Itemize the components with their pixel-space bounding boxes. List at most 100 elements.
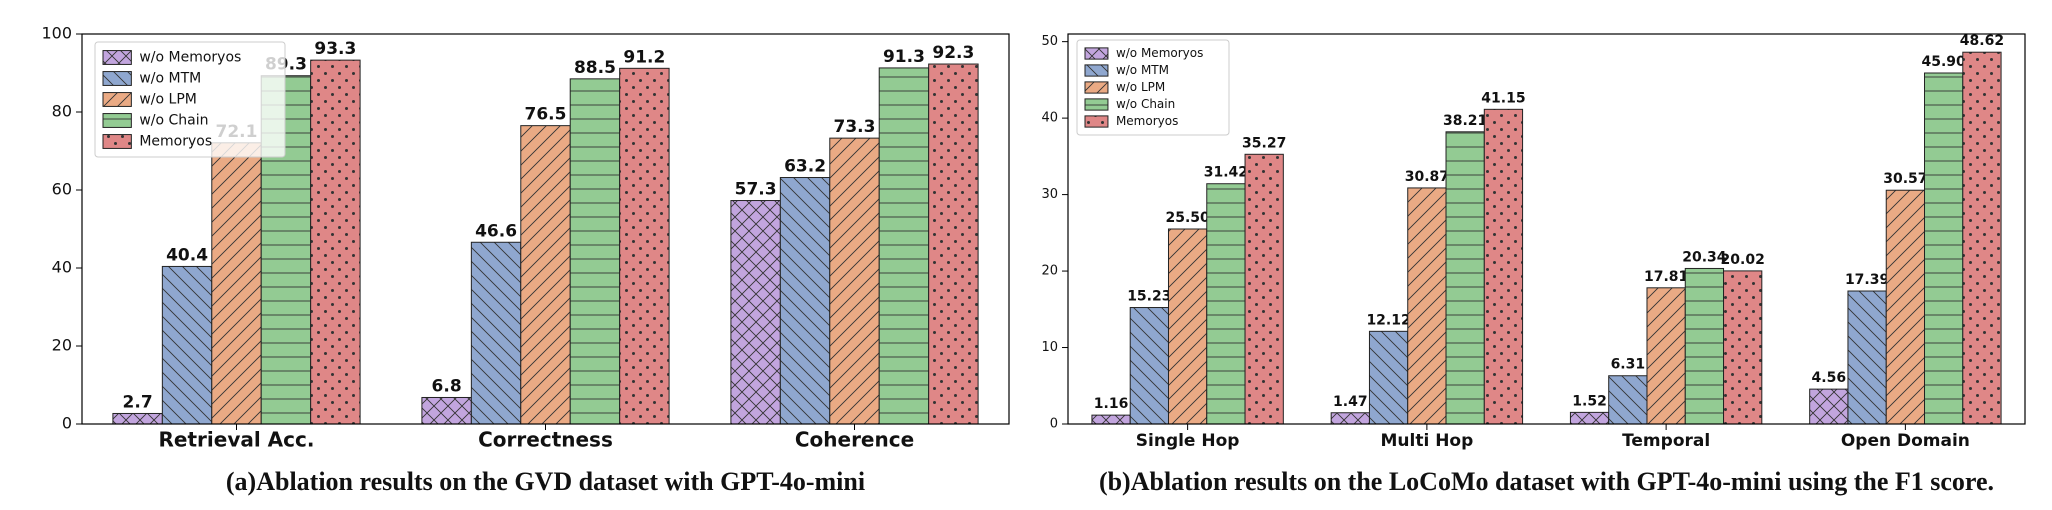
bar bbox=[1330, 412, 1370, 425]
bar bbox=[730, 200, 781, 425]
value-label: 92.3 bbox=[932, 43, 974, 63]
value-label: 57.3 bbox=[735, 180, 777, 200]
value-label: 17.81 bbox=[1644, 269, 1688, 285]
value-label: 46.6 bbox=[475, 221, 517, 241]
bar bbox=[1608, 375, 1648, 425]
plot-frame bbox=[81, 33, 1010, 425]
y-tick-label: 40 bbox=[1041, 111, 1058, 126]
bar bbox=[779, 177, 831, 425]
bar bbox=[1206, 183, 1246, 425]
y-tick-label: 0 bbox=[62, 414, 72, 433]
legend-swatch bbox=[102, 50, 132, 65]
value-label: 31.42 bbox=[1204, 165, 1248, 181]
chart: 0 10 20 30 40 50 Single Hop 1.16 15.23 25.50 31.42… bbox=[1041, 33, 2026, 496]
bar bbox=[1244, 153, 1284, 425]
bar bbox=[1885, 189, 1926, 425]
legend-label: w/o Chain bbox=[139, 113, 208, 129]
bar bbox=[1368, 330, 1409, 425]
value-label: 88.5 bbox=[574, 58, 616, 78]
legend-swatch bbox=[1084, 81, 1109, 94]
bar bbox=[1809, 388, 1849, 425]
legend-label: w/o LPM bbox=[1116, 80, 1165, 94]
y-tick-label: 60 bbox=[52, 180, 72, 199]
value-label: 38.21 bbox=[1443, 113, 1487, 129]
bar bbox=[829, 137, 880, 425]
value-label: 35.27 bbox=[1242, 135, 1286, 151]
legend-swatch bbox=[1084, 47, 1109, 60]
bar bbox=[1483, 108, 1524, 425]
x-tick-label: Multi Hop bbox=[1380, 431, 1473, 451]
legend-label: w/o Chain bbox=[1116, 97, 1175, 111]
value-label: 40.4 bbox=[166, 245, 208, 265]
plot-frame bbox=[1067, 33, 2026, 425]
value-label: 6.31 bbox=[1611, 357, 1646, 373]
value-label: 30.57 bbox=[1883, 171, 1927, 187]
y-tick-label: 20 bbox=[1041, 264, 1058, 279]
legend: w/o Memoryos w/o MTM w/o LPM w/o Chain Memor… bbox=[1076, 39, 1230, 136]
value-label: 20.34 bbox=[1682, 249, 1727, 265]
x-tick-label: Temporal bbox=[1622, 431, 1710, 451]
value-label: 20.02 bbox=[1721, 252, 1765, 268]
legend-label: w/o MTM bbox=[1116, 63, 1169, 77]
y-tick-label: 20 bbox=[52, 336, 72, 355]
value-label: 1.47 bbox=[1333, 394, 1368, 410]
legend-label: w/o MTM bbox=[139, 71, 201, 87]
legend-label: w/o LPM bbox=[139, 92, 197, 108]
value-label: 30.87 bbox=[1405, 169, 1449, 185]
bar bbox=[211, 142, 262, 425]
caption: (a)Ablation results on the GVD dataset w… bbox=[226, 467, 865, 496]
legend-label: Memoryos bbox=[1116, 114, 1178, 128]
value-label: 41.15 bbox=[1481, 90, 1525, 106]
bar bbox=[421, 396, 472, 425]
value-label: 25.50 bbox=[1165, 210, 1210, 226]
bar bbox=[112, 412, 163, 425]
legend-swatch bbox=[102, 92, 132, 107]
caption: (b)Ablation results on the LoCoMo datase… bbox=[1099, 467, 1994, 496]
value-label: 1.52 bbox=[1572, 393, 1607, 409]
legend-swatch bbox=[102, 113, 132, 128]
bar bbox=[928, 63, 979, 425]
value-label: 15.23 bbox=[1127, 289, 1171, 305]
legend-swatch bbox=[1084, 98, 1109, 111]
value-label: 48.62 bbox=[1960, 33, 2004, 49]
bar bbox=[520, 125, 571, 425]
legend-box bbox=[1076, 39, 1230, 136]
value-label: 45.90 bbox=[1922, 54, 1967, 70]
y-tick-label: 10 bbox=[1041, 340, 1058, 355]
bar bbox=[1407, 187, 1447, 425]
y-tick-label: 100 bbox=[41, 24, 72, 43]
y-tick-label: 0 bbox=[1050, 417, 1058, 432]
legend-box bbox=[94, 41, 286, 158]
value-label: 6.8 bbox=[432, 376, 462, 396]
legend-label: Memoryos bbox=[139, 134, 212, 150]
bar bbox=[569, 78, 621, 425]
bar bbox=[470, 241, 522, 425]
y-tick-label: 80 bbox=[52, 102, 72, 121]
bar bbox=[878, 67, 930, 425]
legend-swatch bbox=[1084, 115, 1109, 128]
x-tick-label: Open Domain bbox=[1841, 431, 1970, 451]
value-label: 73.3 bbox=[834, 117, 876, 137]
x-tick-label: Retrieval Acc. bbox=[159, 428, 315, 452]
legend-swatch bbox=[102, 134, 132, 149]
value-label: 76.5 bbox=[525, 105, 567, 125]
value-label: 4.56 bbox=[1812, 370, 1847, 386]
bar bbox=[1091, 414, 1131, 425]
x-tick-label: Single Hop bbox=[1136, 431, 1240, 451]
value-label: 2.7 bbox=[123, 392, 153, 412]
bar bbox=[1924, 72, 1964, 425]
legend-swatch bbox=[1084, 64, 1109, 77]
bar bbox=[1445, 131, 1485, 425]
legend: w/o Memoryos w/o MTM w/o LPM w/o Chain Memor… bbox=[94, 41, 286, 158]
bar bbox=[1646, 287, 1686, 425]
bar bbox=[1129, 307, 1169, 425]
value-label: 17.39 bbox=[1845, 272, 1889, 288]
bar bbox=[1167, 228, 1208, 425]
bar bbox=[1723, 270, 1763, 425]
bar bbox=[1684, 267, 1725, 425]
legend-label: w/o Memoryos bbox=[1116, 46, 1203, 60]
bar bbox=[1962, 51, 2002, 425]
bar bbox=[1569, 411, 1610, 425]
